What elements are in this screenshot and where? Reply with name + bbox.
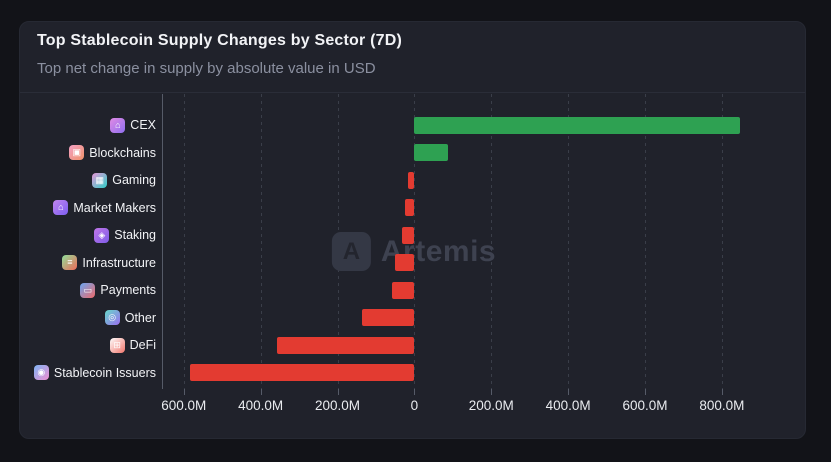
- tick-mark: [721, 389, 723, 395]
- bar-payments[interactable]: [392, 281, 415, 299]
- category-label-row: ⌂ CEX: [110, 117, 156, 134]
- gridline: [568, 94, 570, 389]
- category-label-row: ◉ Stablecoin Issuers: [33, 364, 156, 381]
- tick-mark: [491, 389, 493, 395]
- x-tick-label: 200.0M: [468, 398, 514, 413]
- category-label-row: ▦ Gaming: [92, 172, 156, 189]
- tick-mark: [568, 389, 570, 395]
- tick-mark: [337, 389, 339, 395]
- category-label: Staking: [114, 228, 156, 242]
- category-label-row: ⊞ DeFi: [109, 337, 156, 354]
- gridline: [721, 94, 723, 389]
- category-label-row: ◈ Staking: [94, 227, 156, 244]
- x-tick-label: 200.0M: [314, 398, 361, 413]
- x-tick-label: 400.0M: [545, 398, 591, 413]
- category-axis: ⌂ CEX ▣ Blockchains ▦ Gaming ⌂ Market Makers ◈ St…: [24, 94, 156, 389]
- x-tick-label: 0: [410, 398, 419, 413]
- plot-area: A Artemis 600.0M 400.0M 200.0M 0 200.0M 400.0…: [161, 94, 792, 413]
- category-label: DeFi: [129, 338, 156, 352]
- category-label: Infrastructure: [82, 255, 156, 270]
- blockchains-icon: ▣: [69, 145, 85, 160]
- bar-cex[interactable]: [414, 116, 741, 134]
- gaming-icon: ▦: [92, 172, 108, 188]
- category-label: Stablecoin Issuers: [53, 365, 156, 380]
- bar-infrastructure[interactable]: [395, 254, 415, 271]
- header-divider: [20, 92, 805, 93]
- gridline: [183, 94, 185, 389]
- gridline: [491, 94, 493, 389]
- bar-stablecoin-issuers[interactable]: [189, 364, 415, 381]
- tick-mark: [645, 389, 646, 395]
- tick-mark: [183, 389, 185, 395]
- category-label: Other: [124, 310, 156, 325]
- tick-mark: [260, 389, 262, 395]
- staking-icon: ◈: [94, 227, 110, 243]
- gridline: [414, 94, 416, 389]
- category-label: CEX: [130, 118, 156, 132]
- defi-icon: ⊞: [109, 337, 125, 353]
- artemis-logo-icon: A: [331, 232, 371, 271]
- category-label: Blockchains: [89, 145, 156, 160]
- cex-icon: ⌂: [110, 117, 126, 133]
- chart-subtitle: Top net change in supply by absolute val…: [37, 60, 376, 77]
- chart-card: Top Stablecoin Supply Changes by Sector …: [19, 21, 806, 439]
- other-icon: ◎: [104, 310, 120, 325]
- gridline: [260, 94, 262, 389]
- bar-defi[interactable]: [277, 336, 415, 354]
- category-label: Market Makers: [73, 200, 156, 215]
- payments-icon: ▭: [80, 282, 96, 298]
- category-label-row: ⌂ Market Makers: [53, 199, 156, 216]
- tick-mark: [414, 389, 416, 395]
- bar-gaming[interactable]: [408, 171, 415, 189]
- bar-blockchains[interactable]: [414, 144, 449, 161]
- chart-title: Top Stablecoin Supply Changes by Sector …: [37, 32, 402, 49]
- category-label-row: ≡ Infrastructure: [62, 254, 156, 271]
- x-tick-label: 600.0M: [161, 398, 207, 413]
- x-tick-label: 800.0M: [699, 398, 745, 413]
- category-label: Gaming: [112, 173, 156, 187]
- x-tick-label: 400.0M: [238, 398, 284, 413]
- stablecoin-issuers-icon: ◉: [33, 365, 49, 380]
- category-label-row: ◎ Other: [104, 309, 156, 326]
- gridline: [645, 94, 646, 389]
- market-makers-icon: ⌂: [53, 200, 69, 215]
- infrastructure-icon: ≡: [62, 255, 78, 270]
- x-tick-label: 600.0M: [622, 398, 668, 413]
- category-label-row: ▣ Blockchains: [69, 144, 156, 161]
- bar-market-makers[interactable]: [404, 199, 415, 216]
- bar-staking[interactable]: [402, 226, 415, 244]
- category-label-row: ▭ Payments: [80, 282, 156, 299]
- category-label: Payments: [100, 283, 156, 297]
- bar-other[interactable]: [362, 309, 415, 326]
